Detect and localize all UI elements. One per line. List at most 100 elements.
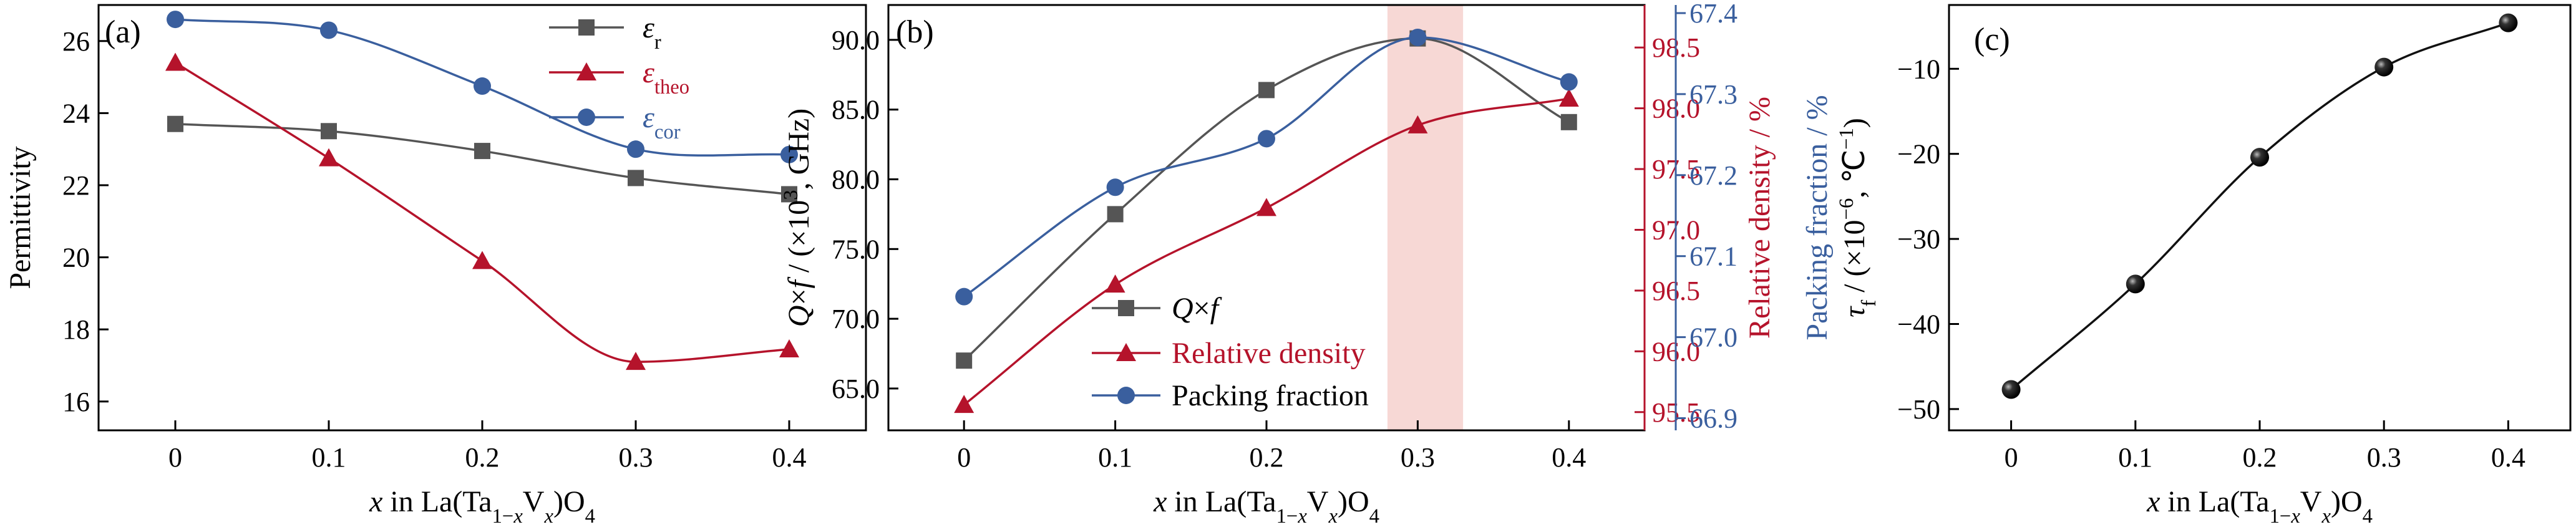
panel-a-y-tick-label: 26 <box>62 26 90 57</box>
panel-a-data-point <box>628 170 644 186</box>
panel-a-data-point <box>627 140 644 158</box>
panel-a-y-tick-label: 24 <box>62 98 90 128</box>
panel-a-frame <box>97 4 867 432</box>
panel-c-y-tick-label: −50 <box>1897 394 1940 425</box>
panel-a-y-axis-label: Permittivity <box>4 146 37 289</box>
panel-c-data-point <box>2001 380 2021 399</box>
panel-c-y-axis-label: τf / (×10−6, ℃−1) <box>1835 118 1880 317</box>
panel-b-x-tick-label: 0.3 <box>1401 442 1435 473</box>
panel-b-left-axis-label: Q×f / (×103, GHz) <box>780 109 815 327</box>
panel-b-data-point <box>1560 114 1577 130</box>
panel-c-data-point <box>2499 13 2518 32</box>
panel-c-data-point <box>2126 274 2145 294</box>
panel-b-left-tick-label: 75.0 <box>832 234 880 264</box>
panel-a-data-point <box>626 352 646 370</box>
panel-a-x-tick-label: 0.3 <box>619 442 653 473</box>
panel-a-y-tick-label: 20 <box>62 243 90 273</box>
panel-a-data-point <box>321 123 337 140</box>
panel-b-data-point <box>1258 130 1275 148</box>
panel-b-left-tick-label: 70.0 <box>832 304 880 334</box>
panel-b-label: (b) <box>896 14 934 50</box>
panel-b-x-tick-label: 0.2 <box>1250 442 1284 473</box>
panel-b-data-point <box>1558 89 1579 107</box>
panel-c-data-point <box>2250 148 2269 167</box>
panel-c-series-line <box>2010 21 2509 390</box>
panel-b-data-point <box>1107 206 1124 223</box>
panel-b-left-tick-label: 85.0 <box>832 95 880 125</box>
panel-a-legend-marker <box>578 19 595 36</box>
panel-c-label: (c) <box>1974 22 2010 57</box>
panel-b-right2-tick-label: 66.9 <box>1689 404 1738 434</box>
panel-c-x-tick-label: 0.3 <box>2367 442 2401 473</box>
panel-b-data-point <box>1258 82 1275 99</box>
panel-b-data-point <box>955 288 973 306</box>
panel-a-x-axis-label: x in La(Ta1−xVx)O4 <box>369 485 595 527</box>
panel-a-series-line-1 <box>175 122 790 196</box>
panel-b-data-point <box>956 352 973 369</box>
panel-b-right2-tick-label: 67.3 <box>1689 79 1738 110</box>
panel-a-data-point <box>781 186 797 203</box>
panel-a-data-point <box>167 115 183 132</box>
panel-b-data-point <box>1560 73 1578 91</box>
panel-b-data-point <box>1106 178 1124 196</box>
panel-a-data-point <box>472 251 492 269</box>
panel-a-data-point <box>474 143 490 160</box>
panel-b-data-point <box>1256 198 1276 216</box>
panel-c: −50 −40 −30 −20 −10 0 0.1 0.2 0.3 0.4 x in La(Ta1−… <box>1835 4 2572 527</box>
panel-b: 65.0 70.0 75.0 80.0 85.0 90.0 Q×f / (×103, GHz… <box>780 0 1834 527</box>
panel-b-left-tick-label: 65.0 <box>832 374 880 404</box>
panel-b-legend-marker <box>1117 387 1135 404</box>
panel-b-data-point <box>954 395 975 413</box>
panel-b-series-line-3 <box>963 36 1570 298</box>
panel-b-right2-axis-label: Packing fraction / % <box>1801 95 1834 340</box>
panel-b-x-tick-label: 0.1 <box>1098 442 1132 473</box>
panel-a: 16 18 20 22 24 26 0 0.1 0.2 0.3 0.4 x in La(Ta1−xVx… <box>4 4 867 527</box>
panel-b-left-tick-label: 90.0 <box>832 25 880 56</box>
panel-a-data-point <box>165 52 185 71</box>
panel-b-data-point <box>1409 28 1427 46</box>
panel-c-y-tick-label: −20 <box>1897 139 1940 170</box>
panel-c-x-tick-label: 0.2 <box>2243 442 2277 473</box>
panel-b-right1-axis-label: Relative density / % <box>1743 97 1776 339</box>
panel-b-right2-tick-label: 67.1 <box>1689 241 1738 272</box>
panel-c-x-tick-label: 0.1 <box>2118 442 2152 473</box>
panel-c-y-tick-label: −30 <box>1897 224 1940 254</box>
panel-b-highlight-band <box>1387 5 1464 430</box>
panel-a-x-tick-label: 0.1 <box>312 442 346 473</box>
panel-a-data-point <box>780 145 798 163</box>
panel-b-legend-marker <box>1118 300 1134 316</box>
panel-a-series-line-2 <box>175 61 790 363</box>
panel-a-data-point <box>320 21 338 39</box>
panel-a-data-point <box>167 11 184 29</box>
panel-b-legend-label: Packing fraction <box>1172 379 1369 412</box>
panel-c-x-axis-label: x in La(Ta1−xVx)O4 <box>2146 485 2373 527</box>
panel-c-frame <box>1948 4 2572 432</box>
panel-c-x-tick-label: 0.4 <box>2491 442 2525 473</box>
panel-b-right2-tick-label: 67.0 <box>1689 322 1738 353</box>
panel-a-legend-label: εr <box>643 11 661 54</box>
panel-a-legend-label: εcor <box>643 101 681 143</box>
panel-b-legend-label: Relative density <box>1172 337 1366 370</box>
panel-a-x-tick-label: 0.2 <box>465 442 500 473</box>
panel-a-legend-label: εtheo <box>643 56 689 99</box>
panel-a-data-point <box>779 339 799 357</box>
panel-b-legend-marker <box>1116 343 1136 361</box>
panel-b-x-axis-label: x in La(Ta1−xVx)O4 <box>1153 485 1379 527</box>
panel-b-data-point <box>1105 274 1125 293</box>
panel-a-x-tick-label: 0.4 <box>772 442 807 473</box>
panel-a-legend-marker <box>578 109 595 126</box>
panel-a-legend-marker <box>576 62 596 80</box>
panel-b-right2-tick-label: 67.4 <box>1689 0 1738 29</box>
panel-a-y-tick-label: 16 <box>62 387 90 417</box>
panel-b-left-tick-label: 80.0 <box>832 165 880 195</box>
panel-c-y-tick-label: −10 <box>1897 54 1940 84</box>
panel-a-data-point <box>474 77 491 95</box>
panel-b-x-tick-label: 0.4 <box>1552 442 1586 473</box>
panel-b-data-point <box>1407 115 1428 133</box>
panel-b-right2-tick-label: 67.2 <box>1689 160 1738 191</box>
panel-a-y-tick-label: 18 <box>62 314 90 345</box>
panel-b-legend-label: Q×f <box>1172 292 1222 325</box>
panel-b-x-tick-label: 0 <box>957 442 971 473</box>
panel-c-data-point <box>2374 57 2394 77</box>
